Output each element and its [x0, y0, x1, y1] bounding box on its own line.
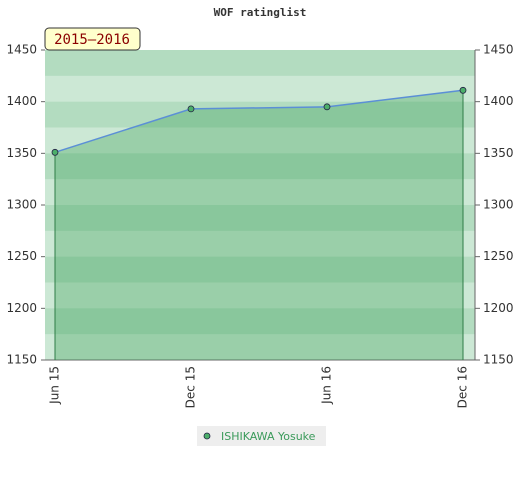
annotation: 2015–2016	[54, 32, 130, 48]
y-tick-label: 1200	[6, 301, 37, 315]
plot-area	[45, 50, 475, 361]
y-tick-label: 1250	[6, 249, 37, 263]
x-tick-label: Dec 15	[184, 366, 198, 408]
y2-tick-label: 1250	[483, 249, 514, 263]
x-tick-label: Dec 16	[456, 366, 470, 408]
x-tick-label: Jun 16	[320, 366, 334, 405]
band	[45, 50, 475, 77]
band	[45, 153, 475, 180]
y2-tick-label: 1400	[483, 94, 514, 108]
x-tick-label: Jun 15	[48, 366, 62, 405]
band	[45, 334, 475, 361]
y2-tick-label: 1150	[483, 353, 514, 367]
y-tick-label: 1150	[6, 353, 37, 367]
annotation-box	[44, 27, 141, 51]
marker	[51, 148, 59, 156]
y2-tick-label: 1450	[483, 43, 514, 57]
marker	[187, 105, 195, 113]
y2-tick-label: 1350	[483, 146, 514, 160]
series-line	[54, 89, 464, 154]
chart-title: WOF ratinglist	[214, 6, 307, 19]
y2-tick-label: 1300	[483, 198, 514, 212]
area	[55, 90, 463, 361]
band	[45, 230, 475, 258]
band	[45, 308, 475, 335]
marker	[323, 103, 331, 111]
band	[45, 179, 475, 206]
legend-marker	[203, 432, 211, 440]
y2-tick-label: 1200	[483, 301, 514, 315]
band	[45, 101, 475, 128]
band	[45, 282, 475, 309]
y-tick-label: 1350	[6, 146, 37, 160]
marker	[459, 86, 467, 94]
legend-label: ISHIKAWA Yosuke	[221, 430, 316, 443]
band	[45, 205, 475, 232]
y-tick-label: 1300	[6, 198, 37, 212]
y-tick-label: 1450	[6, 43, 37, 57]
band	[45, 256, 475, 283]
y-tick-label: 1400	[6, 94, 37, 108]
legend	[197, 426, 326, 446]
